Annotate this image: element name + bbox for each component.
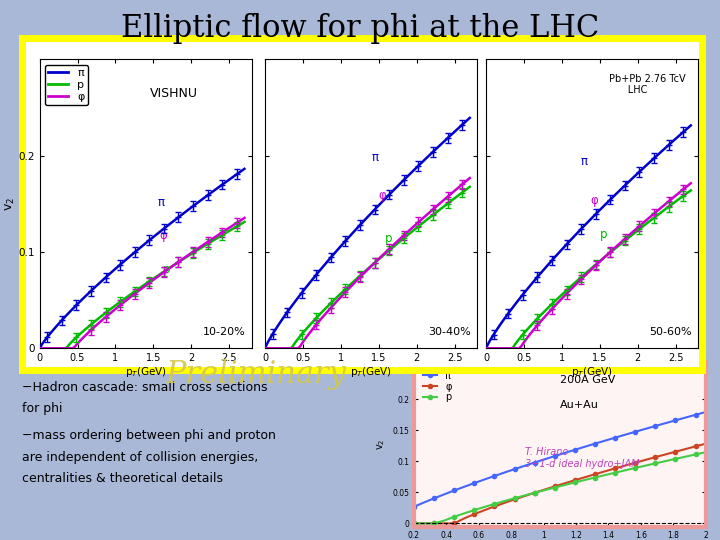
X-axis label: p$_T$(GeV): p$_T$(GeV): [571, 364, 613, 379]
Text: centralities & theoretical details: centralities & theoretical details: [22, 472, 222, 485]
Text: φ: φ: [159, 230, 167, 242]
Y-axis label: v$_2$: v$_2$: [375, 438, 387, 450]
Legend: π, φ, p: π, φ, p: [419, 367, 456, 407]
Text: π: π: [157, 196, 164, 209]
Text: p: p: [384, 232, 392, 245]
X-axis label: p$_T$(GeV): p$_T$(GeV): [350, 364, 392, 379]
Text: φ: φ: [379, 189, 387, 202]
X-axis label: p$_T$(GeV): p$_T$(GeV): [125, 364, 167, 379]
Text: −Hadron cascade: small cross sections: −Hadron cascade: small cross sections: [22, 381, 267, 394]
Text: VISHNU: VISHNU: [150, 87, 198, 100]
Text: Pb+Pb 2.76 TcV
      LHC: Pb+Pb 2.76 TcV LHC: [609, 74, 686, 96]
Text: Elliptic flow for phi at the LHC: Elliptic flow for phi at the LHC: [121, 14, 599, 44]
Text: p: p: [163, 263, 170, 276]
Text: p: p: [600, 227, 607, 240]
Text: π: π: [372, 151, 378, 164]
Text: for phi: for phi: [22, 402, 62, 415]
Legend: π, p, φ: π, p, φ: [45, 65, 88, 105]
Text: 10-20%: 10-20%: [203, 327, 246, 337]
Text: Preliminary: Preliminary: [165, 359, 346, 390]
Text: 30-40%: 30-40%: [428, 327, 471, 337]
Text: −mass ordering between phi and proton: −mass ordering between phi and proton: [22, 429, 276, 442]
Text: φ: φ: [590, 194, 598, 207]
Text: are independent of collision energies,: are independent of collision energies,: [22, 451, 258, 464]
Text: 50-60%: 50-60%: [649, 327, 692, 337]
Text: 200A GeV: 200A GeV: [560, 375, 615, 385]
Y-axis label: v$_2$: v$_2$: [4, 197, 17, 211]
Text: π: π: [581, 156, 588, 168]
Text: T. Hirano
3+1-d ideal hydro+JAM: T. Hirano 3+1-d ideal hydro+JAM: [525, 448, 639, 469]
Text: Au+Au: Au+Au: [560, 400, 598, 410]
